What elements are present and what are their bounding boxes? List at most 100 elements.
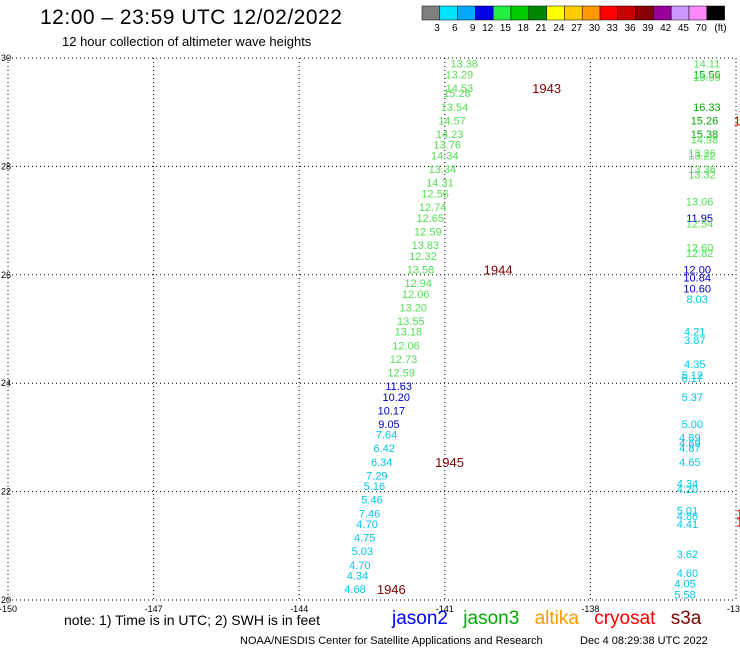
satellite-jason2: jason2 (392, 608, 448, 629)
wave-height-label: 3.87 (684, 335, 705, 347)
wave-height-label: 5.01 (677, 506, 698, 518)
wave-height-label: 6.34 (371, 457, 392, 469)
wave-height-label: 13.32 (688, 170, 716, 182)
wave-height-label: 4.75 (354, 533, 375, 545)
lon-tick-label: -135 (727, 604, 740, 614)
satellite-legend: jason2 jason3 altika cryosat s3a (392, 608, 711, 630)
wave-height-label: 4.87 (679, 443, 700, 455)
wave-height-label: 12.06 (392, 340, 420, 352)
wave-height-label: 4.70 (356, 519, 377, 531)
satellite-jason3: jason3 (463, 608, 520, 629)
wave-height-label: 7.46 (359, 508, 380, 520)
pass-time-label: 1944 (484, 262, 513, 277)
satellite-altika: altika (534, 608, 579, 629)
satellite-s3a: s3a (670, 608, 702, 629)
wave-height-label: 12.32 (409, 251, 437, 263)
wave-height-label: 14.23 (436, 129, 464, 141)
wave-height-label: 14.53 (446, 83, 474, 95)
wave-height-label: 12.82 (686, 248, 714, 260)
wave-height-label: 4.20 (677, 484, 698, 496)
wave-height-label: 15.55 (693, 72, 721, 84)
wave-height-label: 10.20 (383, 392, 411, 404)
legend-label: 45 (678, 23, 690, 34)
legend-label: 21 (535, 23, 547, 34)
wave-height-label: 3.62 (677, 549, 698, 561)
legend-label: 33 (607, 23, 619, 34)
wave-height-label: 5.16 (364, 481, 385, 493)
generated-timestamp: Dec 4 08:29:38 UTC 2022 (580, 635, 708, 647)
lat-tick-label: 20 (1, 595, 11, 605)
lat-tick-label: 28 (1, 161, 11, 171)
wave-height-label: 16.33 (693, 102, 721, 114)
lon-tick-label: -141 (436, 604, 454, 614)
wave-height-label: 13.34 (429, 164, 457, 176)
legend-label: 15 (500, 23, 512, 34)
satellite-cryosat: cryosat (594, 608, 656, 629)
legend-label: 9 (470, 23, 476, 34)
wave-height-label: 9.05 (378, 419, 399, 431)
wave-height-label: 12.59 (387, 367, 415, 379)
wave-height-label: 10.84 (683, 273, 711, 285)
page-title: 12:00 – 23:59 UTC 12/02/2022 (40, 6, 343, 29)
wave-height-label: 14.57 (438, 115, 466, 127)
wave-height-label: 13.54 (441, 102, 469, 114)
wave-height-label: 13.22 (688, 151, 716, 163)
wave-height-label: 15.26 (691, 115, 719, 127)
wave-height-label: 7.64 (376, 430, 397, 442)
wave-height-label: 5.00 (682, 419, 703, 431)
wave-height-label: 7.29 (366, 470, 387, 482)
wave-height-label: 13.06 (686, 197, 714, 209)
wave-height-label: 5.03 (352, 546, 373, 558)
legend-unit: (ft) (714, 23, 726, 34)
lat-tick-label: 22 (1, 487, 11, 497)
lon-tick-label: -147 (145, 604, 163, 614)
wave-height-label: 4.65 (679, 457, 700, 469)
pass-time-label: 1404 (736, 514, 740, 529)
legend-label: 6 (452, 23, 458, 34)
wave-height-label: 13.55 (397, 316, 425, 328)
wave-height-label: 4.89 (679, 432, 700, 444)
wave-height-label: 4.68 (344, 584, 365, 596)
footer-note: note: 1) Time is in UTC; 2) SWH is in fe… (64, 612, 320, 628)
wave-height-label: 8.03 (686, 294, 707, 306)
legend-label: 42 (660, 23, 672, 34)
wave-height-label: 13.83 (412, 240, 440, 252)
wave-height-label: 12.65 (416, 213, 444, 225)
wave-height-label: 10.60 (683, 283, 711, 295)
wave-height-label: 13.76 (433, 140, 461, 152)
wave-height-label: 4.05 (674, 579, 695, 591)
legend-label: 39 (642, 23, 654, 34)
wave-height-label: 6.42 (373, 443, 394, 455)
page-subtitle: 12 hour collection of altimeter wave hei… (62, 34, 312, 49)
wave-height-label: 12.94 (404, 278, 432, 290)
wave-height-label: 15.38 (691, 129, 719, 141)
pass-time-label: 1404 (736, 506, 740, 521)
legend-label: 27 (571, 23, 583, 34)
wave-height-label: 5.46 (361, 495, 382, 507)
wave-height-label: 11.63 (385, 381, 412, 393)
wave-height-label: 4.34 (347, 571, 368, 583)
pass-time-label: 1 (738, 100, 740, 115)
pass-time-label: 14 (734, 113, 740, 128)
legend-label: 3 (434, 23, 440, 34)
legend-label: 12 (482, 23, 494, 34)
lat-tick-label: 26 (1, 270, 11, 280)
wave-height-label: 12.74 (419, 202, 447, 214)
legend-swatch (706, 5, 725, 21)
legend-label: 24 (553, 23, 565, 34)
lon-tick-label: -144 (290, 604, 308, 614)
wave-height-label: 4.41 (677, 519, 698, 531)
wave-height-label: 14.31 (426, 178, 454, 190)
lon-tick-label: -138 (581, 604, 599, 614)
wave-height-label: 13.26 (688, 148, 716, 160)
color-legend: 3 6 9 12 15 18 21 24 27 30 33 36 39 42 45 70 (ft) (421, 5, 727, 34)
pass-time-label: 1943 (532, 81, 561, 96)
wave-height-label: 11.95 (686, 213, 713, 225)
legend-label: 36 (624, 23, 636, 34)
wave-height-label: 13.20 (399, 302, 427, 314)
wave-height-label: 13.58 (407, 264, 435, 276)
wave-height-label: 4.86 (677, 511, 698, 523)
wave-height-label: 15.56 (693, 69, 721, 81)
wave-height-label: 14.11 (694, 58, 721, 70)
wave-height-label: 13.29 (446, 69, 474, 81)
